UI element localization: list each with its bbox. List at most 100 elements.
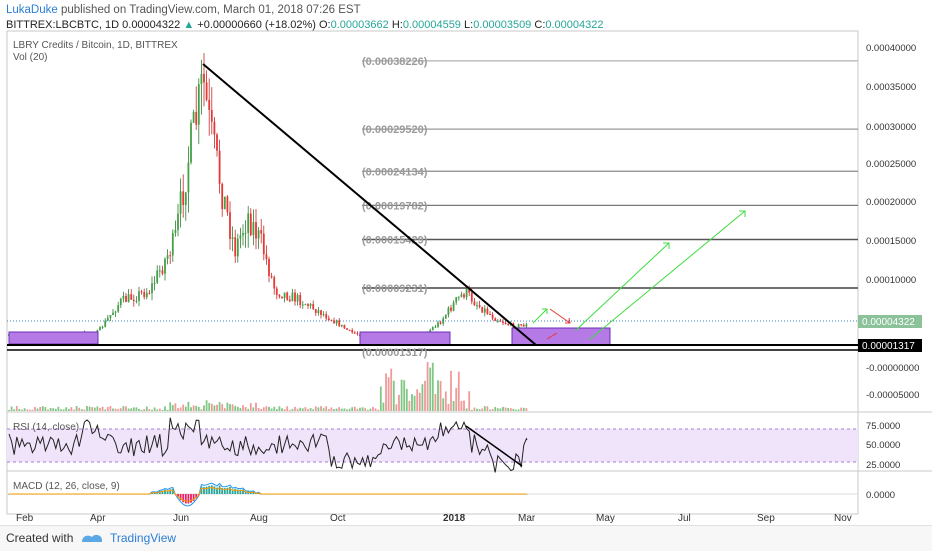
candle-body	[143, 292, 146, 298]
tradingview-logo-icon[interactable]	[80, 532, 104, 544]
volume-bar	[213, 405, 216, 411]
volume-bar	[257, 407, 260, 411]
volume-bar	[247, 408, 250, 411]
tradingview-brand-link[interactable]: TradingView	[110, 531, 177, 545]
volume-bar	[70, 407, 73, 411]
x-tick: Sep	[757, 513, 775, 524]
volume-bar	[447, 403, 450, 411]
volume-bar	[171, 405, 174, 411]
arrow-up-green	[588, 210, 746, 341]
candle-body	[275, 288, 278, 295]
candle-body	[489, 313, 491, 315]
fib-level-label: (0.00001317)	[362, 347, 428, 359]
candle-body	[330, 319, 333, 321]
x-tick: Aug	[250, 513, 268, 524]
support-price-tag	[858, 339, 922, 352]
volume-bar	[382, 402, 385, 411]
macd-histogram-bar	[223, 488, 226, 494]
price-axis: 0.00040000 0.00035000 0.00030000 0.00025…	[866, 43, 916, 286]
candle-body	[463, 294, 465, 298]
volume-bar	[512, 408, 515, 411]
volume-bar	[23, 408, 26, 411]
macd-histogram-bar	[216, 487, 218, 494]
volume-bar	[75, 406, 78, 411]
volume-bar	[366, 409, 369, 411]
y-tick: 0.00040000	[866, 43, 916, 54]
volume-bar	[39, 406, 42, 411]
volume-bar	[491, 408, 494, 411]
volume-bar	[340, 408, 343, 411]
candle-body	[270, 276, 273, 278]
macd-histogram-bar	[166, 490, 169, 494]
volume-bar	[369, 408, 372, 411]
volume-bar	[119, 408, 122, 411]
candle-body	[182, 191, 185, 206]
candle-body	[304, 304, 307, 306]
macd-histogram-bar	[182, 494, 185, 503]
volume-bar	[278, 406, 281, 411]
candle-body	[239, 235, 242, 239]
volume-bar	[83, 409, 86, 411]
volume-bar	[309, 408, 312, 411]
candle-body	[200, 73, 203, 85]
fib-levels: (0.00038226) (0.00029520) (0.00024134) (0.0…	[7, 56, 858, 359]
candle-body	[244, 232, 247, 234]
volume-bar	[158, 408, 161, 411]
volume-bar	[192, 405, 195, 411]
volume-bar	[132, 407, 135, 411]
candle-body	[236, 238, 239, 257]
macd-histogram-bar	[200, 486, 203, 494]
volume-bar	[190, 407, 192, 411]
candle-body	[122, 295, 125, 299]
volume-bar	[73, 409, 75, 411]
volume-bar	[522, 407, 525, 411]
volume-bar	[431, 362, 434, 411]
volume-bar	[426, 362, 429, 411]
candle-body	[148, 292, 151, 294]
author-link[interactable]: LukaDuke	[6, 4, 58, 16]
volume-bar	[236, 406, 239, 411]
volume-bar	[36, 408, 39, 411]
volume-bar	[398, 394, 400, 411]
volume-bar	[93, 407, 96, 411]
candle-body	[273, 277, 276, 289]
created-with-text: Created with	[6, 531, 74, 545]
published-text: published on TradingView.com, March 01, …	[61, 4, 361, 16]
macd-histogram-bar	[252, 491, 255, 494]
candle-body	[517, 324, 520, 328]
x-tick: Apr	[90, 513, 106, 524]
volume-bar	[52, 408, 55, 411]
volume-bar	[442, 398, 445, 411]
candle-body	[281, 296, 283, 299]
volume-bar	[208, 403, 211, 411]
volume-bar	[502, 406, 504, 411]
candle-body	[260, 230, 263, 234]
volume-bar	[140, 409, 143, 411]
volume-bar	[54, 408, 57, 411]
rsi-tick: 75.0000	[866, 421, 900, 432]
volume-bar	[481, 408, 484, 411]
chart-canvas[interactable]: LBRY Credits / Bitcoin, 1D, BITTREX Vol …	[0, 30, 932, 525]
candle-body	[190, 122, 192, 163]
candle-body	[234, 237, 237, 257]
symbol-label: BITTREX:LBCBTC, 1D	[6, 19, 120, 31]
candle-body	[179, 191, 182, 214]
candle-body	[444, 314, 447, 319]
last-price: 0.00004322	[122, 19, 181, 31]
fib-level-label: (0.00024134)	[362, 166, 428, 178]
volume-bar	[242, 405, 244, 411]
macd-histogram-bar	[179, 494, 182, 501]
candle-body	[333, 320, 335, 324]
candle-body	[301, 304, 304, 306]
volume-bar	[18, 408, 21, 411]
volume-bar	[403, 380, 406, 411]
candle-body	[262, 233, 265, 255]
volume-bar	[486, 406, 489, 411]
volume-bar	[270, 408, 273, 411]
candle-body	[257, 230, 260, 239]
y-tick: 0.00025000	[866, 159, 916, 170]
volume-bar	[361, 407, 364, 411]
volume-bar	[304, 407, 307, 411]
volume-bar	[138, 408, 140, 411]
low-value: 0.00003509	[473, 19, 532, 31]
